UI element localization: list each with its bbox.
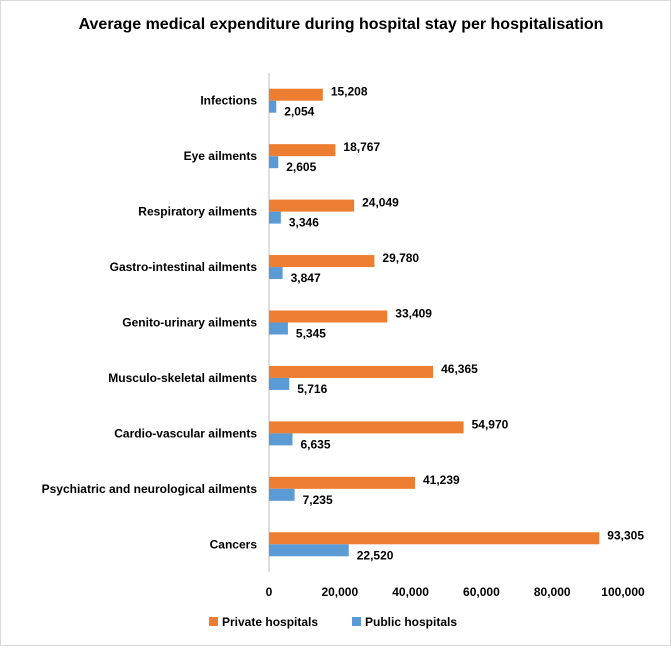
data-label-private: 54,970 xyxy=(472,417,509,431)
legend-label: Public hospitals xyxy=(365,615,457,629)
bar-private xyxy=(269,199,355,212)
bar-private xyxy=(269,532,600,545)
bar-private xyxy=(269,144,336,157)
category-label: Psychiatric and neurological ailments xyxy=(42,482,258,496)
data-label-private: 33,409 xyxy=(395,307,432,321)
data-label-public: 5,716 xyxy=(297,382,327,396)
bar-private xyxy=(269,88,323,101)
data-label-private: 18,767 xyxy=(343,140,380,154)
chart-title: Average medical expenditure during hospi… xyxy=(78,16,604,33)
bar-public xyxy=(269,267,283,280)
category-label: Cardio-vascular ailments xyxy=(114,426,257,440)
bar-public xyxy=(269,433,293,446)
x-tick-label: 0 xyxy=(266,585,273,599)
data-label-private: 24,049 xyxy=(362,196,399,210)
data-label-public: 6,635 xyxy=(300,437,330,451)
data-label-private: 15,208 xyxy=(331,85,368,99)
category-label: Cancers xyxy=(210,537,258,551)
data-label-private: 93,305 xyxy=(607,528,644,542)
bar-public xyxy=(269,211,281,224)
data-label-public: 5,345 xyxy=(296,327,326,341)
legend-swatch xyxy=(352,617,361,626)
category-label: Eye ailments xyxy=(184,149,258,163)
bar-private xyxy=(269,310,388,323)
bar-public xyxy=(269,377,290,390)
bar-public xyxy=(269,156,279,169)
data-label-private: 41,239 xyxy=(423,473,460,487)
bar-public xyxy=(269,488,295,501)
data-label-private: 29,780 xyxy=(382,251,419,265)
x-tick-label: 20,000 xyxy=(321,585,358,599)
data-label-public: 2,605 xyxy=(286,160,316,174)
data-label-public: 2,054 xyxy=(284,105,314,119)
bar-public xyxy=(269,100,277,113)
data-label-public: 7,235 xyxy=(303,493,333,507)
category-label: Musculo-skeletal ailments xyxy=(108,371,257,385)
x-tick-label: 80,000 xyxy=(534,585,571,599)
data-label-private: 46,365 xyxy=(441,362,478,376)
bar-private xyxy=(269,365,434,378)
bar-private xyxy=(269,255,375,268)
bar-private xyxy=(269,421,464,434)
category-label: Gastro-intestinal ailments xyxy=(110,260,258,274)
legend-label: Private hospitals xyxy=(222,615,318,629)
bar-public xyxy=(269,544,349,557)
x-tick-label: 100,000 xyxy=(601,585,645,599)
data-label-public: 3,346 xyxy=(289,216,319,230)
bar-public xyxy=(269,322,288,335)
bar-private xyxy=(269,476,415,489)
data-label-public: 3,847 xyxy=(291,271,321,285)
legend-swatch xyxy=(209,617,218,626)
category-label: Respiratory ailments xyxy=(138,205,257,219)
data-label-public: 22,520 xyxy=(357,548,394,562)
x-tick-label: 60,000 xyxy=(463,585,500,599)
x-tick-label: 40,000 xyxy=(392,585,429,599)
category-label: Genito-urinary ailments xyxy=(122,316,257,330)
category-label: Infections xyxy=(200,94,257,108)
